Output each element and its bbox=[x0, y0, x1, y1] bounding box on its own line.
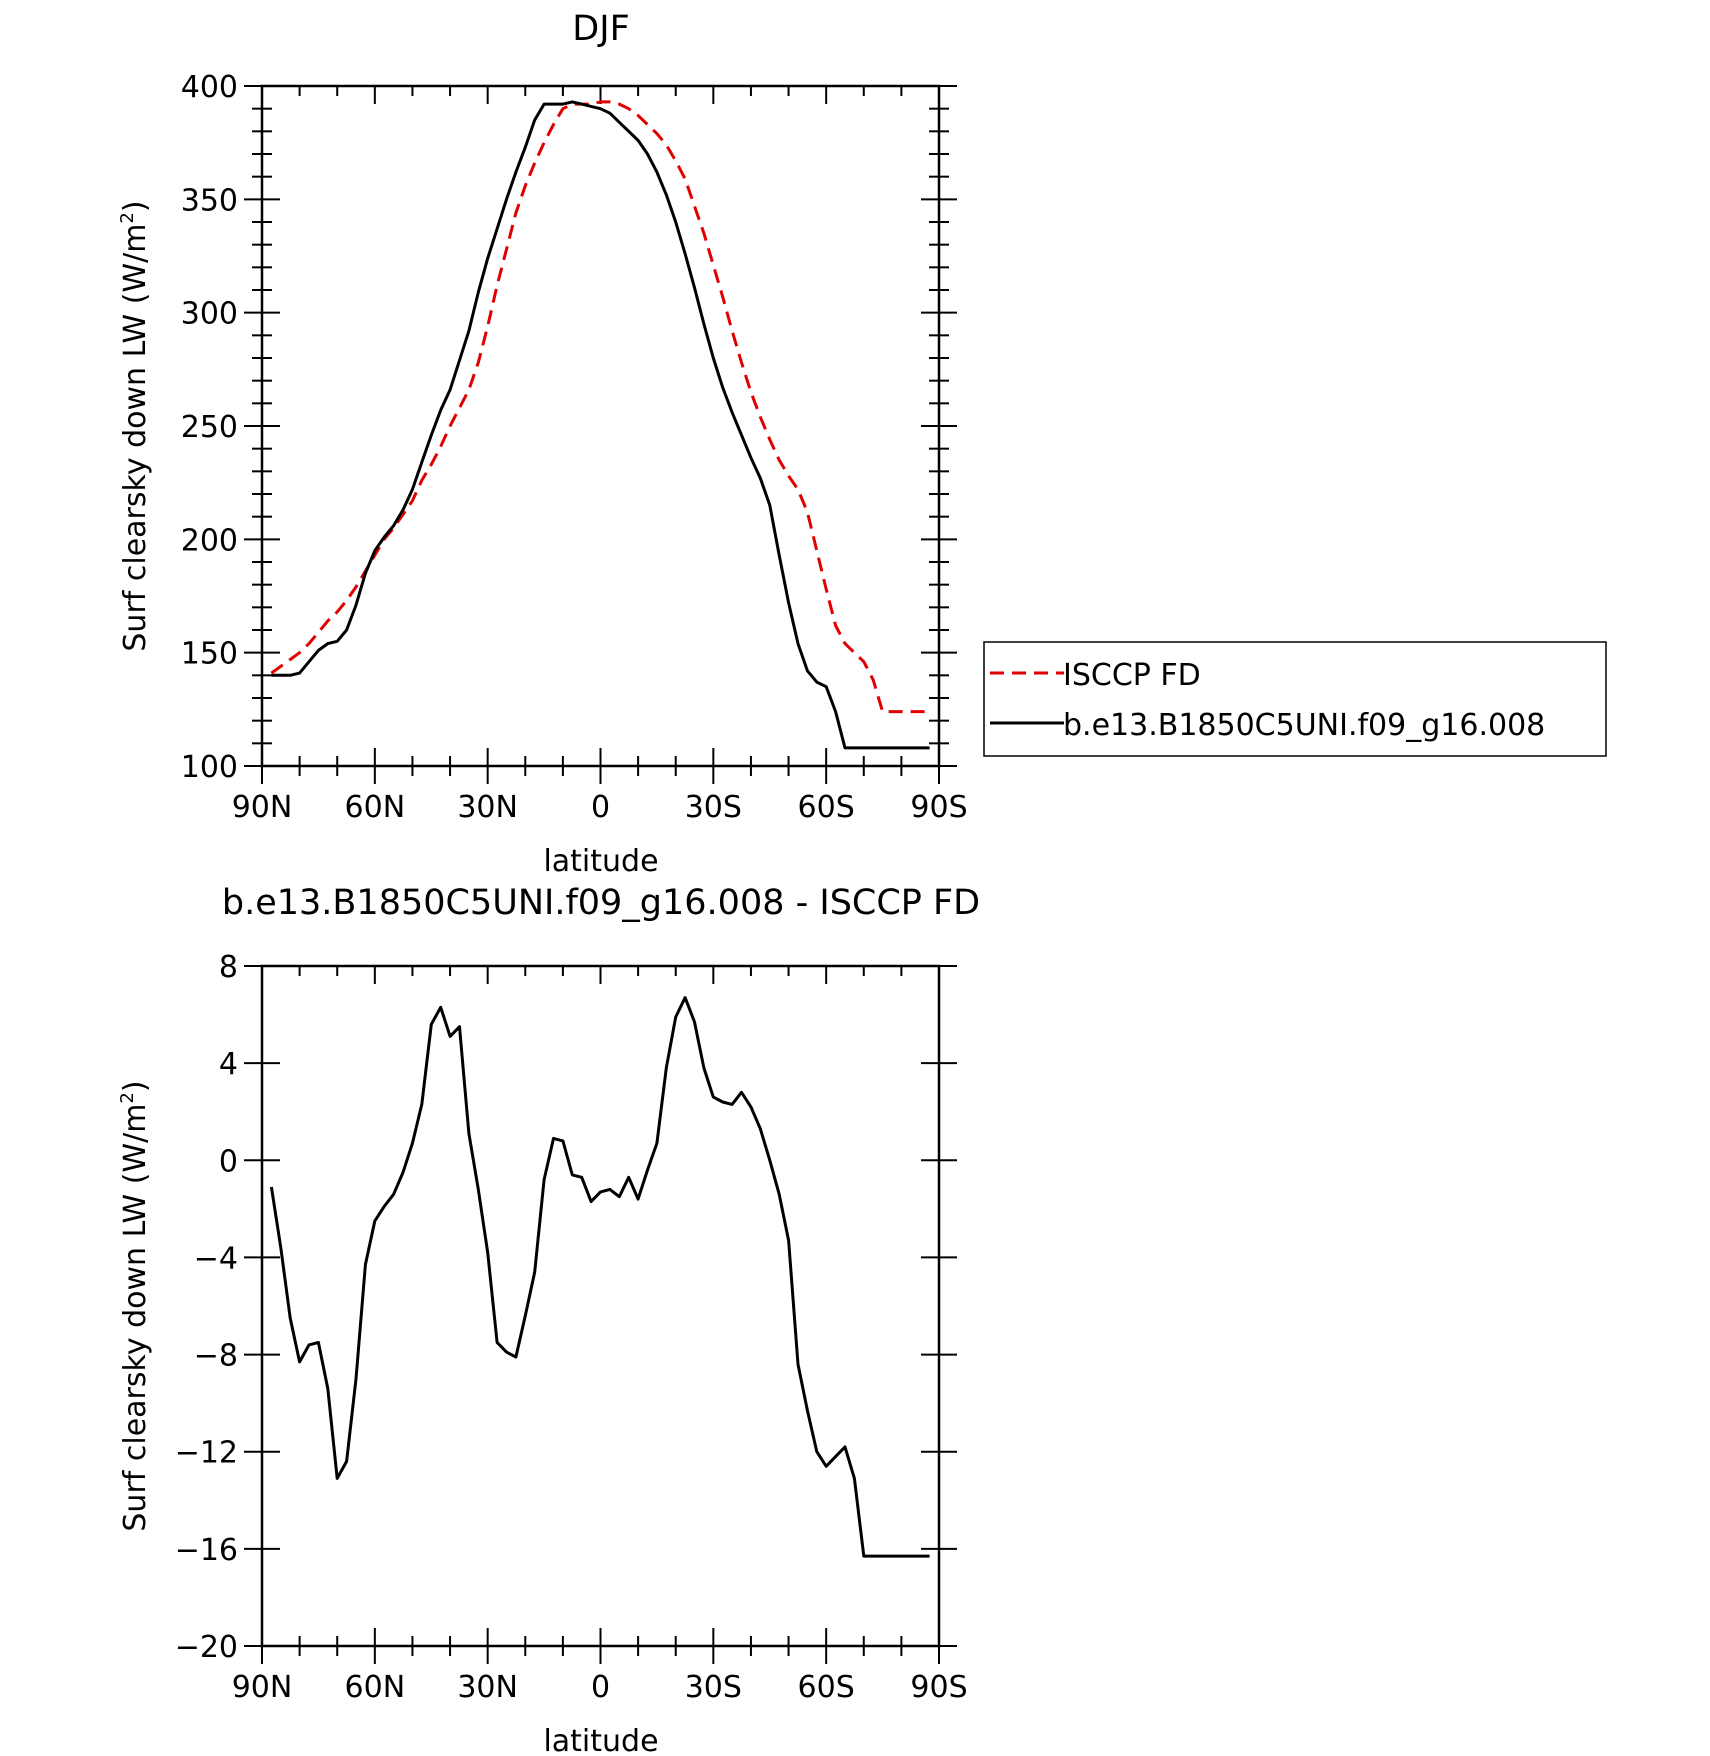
legend-label-isccp-fd: ISCCP FD bbox=[1063, 658, 1201, 693]
y-tick-label: 4 bbox=[219, 1047, 238, 1082]
series-line-0 bbox=[270, 100, 930, 714]
x-tick-label: 90S bbox=[910, 790, 967, 825]
series-line-0 bbox=[269, 996, 930, 1558]
y-tick-label: −4 bbox=[194, 1241, 238, 1276]
legend-label-model: b.e13.B1850C5UNI.f09_g16.008 bbox=[1063, 708, 1545, 743]
x-tick-label: 0 bbox=[591, 1670, 610, 1705]
plot-frame bbox=[260, 84, 941, 768]
y-axis-label-close: ) bbox=[118, 200, 153, 212]
y-tick-labels: 100 150 200 250 300 350 400 bbox=[181, 70, 238, 785]
x-tick-label: 90S bbox=[910, 1670, 967, 1705]
y-tick-label: 250 bbox=[181, 410, 238, 445]
y-axis-label: Surf clearsky down LW (W/m2) bbox=[117, 1080, 153, 1531]
y-axis-label: Surf clearsky down LW (W/m2) bbox=[117, 200, 153, 651]
x-tick-label: 30S bbox=[685, 1670, 742, 1705]
x-tick-labels: 90N 60N 30N 0 30S 60S 90S bbox=[232, 1670, 968, 1705]
legend-box bbox=[983, 641, 1607, 757]
y-axis-label-text: Surf clearsky down LW (W/m bbox=[118, 1104, 153, 1532]
x-tick-labels: 90N 60N 30N 0 30S 60S 90S bbox=[232, 790, 968, 825]
y-axis-label-superscript: 2 bbox=[117, 212, 138, 223]
y-tick-label: −16 bbox=[175, 1533, 238, 1568]
y-tick-label: 400 bbox=[181, 70, 238, 105]
x-axis-label: latitude bbox=[543, 844, 658, 879]
x-tick-label: 60S bbox=[798, 790, 855, 825]
x-tick-label: 60N bbox=[345, 1670, 406, 1705]
x-tick-label: 30S bbox=[685, 790, 742, 825]
y-tick-label: −20 bbox=[175, 1630, 238, 1665]
y-tick-label: 0 bbox=[219, 1144, 238, 1179]
y-tick-label: 300 bbox=[181, 297, 238, 332]
y-tick-label: 100 bbox=[181, 750, 238, 785]
x-tick-label: 0 bbox=[591, 790, 610, 825]
djf-panel: DJF 100 150 200 250 300 350 400 90N 60N 30N 0 30S 6… bbox=[117, 9, 1607, 879]
x-tick-label: 90N bbox=[232, 1670, 293, 1705]
axis-ticks bbox=[244, 965, 957, 1664]
y-tick-label: −8 bbox=[194, 1339, 238, 1374]
legend: ISCCP FD b.e13.B1850C5UNI.f09_g16.008 bbox=[983, 641, 1607, 757]
y-tick-label: −12 bbox=[175, 1436, 238, 1471]
y-tick-label: 200 bbox=[181, 523, 238, 558]
x-tick-label: 30N bbox=[457, 1670, 518, 1705]
y-tick-label: 8 bbox=[219, 950, 238, 985]
plot-frame bbox=[260, 964, 941, 1648]
y-axis-label-close: ) bbox=[118, 1080, 153, 1092]
y-tick-label: 150 bbox=[181, 637, 238, 672]
x-axis-label: latitude bbox=[543, 1724, 658, 1756]
y-axis-label-text: Surf clearsky down LW (W/m bbox=[118, 224, 153, 652]
series-line-1 bbox=[271, 100, 930, 750]
x-tick-label: 30N bbox=[457, 790, 518, 825]
y-tick-label: 350 bbox=[181, 183, 238, 218]
chart-title: b.e13.B1850C5UNI.f09_g16.008 - ISCCP FD bbox=[222, 883, 980, 923]
difference-panel: b.e13.B1850C5UNI.f09_g16.008 - ISCCP FD … bbox=[117, 883, 980, 1756]
x-tick-label: 60N bbox=[345, 790, 406, 825]
y-tick-labels: −20 −16 −12 −8 −4 0 4 8 bbox=[175, 950, 238, 1665]
x-tick-label: 90N bbox=[232, 790, 293, 825]
series-lines bbox=[269, 996, 930, 1558]
axis-ticks bbox=[244, 85, 957, 784]
x-tick-label: 60S bbox=[798, 1670, 855, 1705]
y-axis-label-superscript: 2 bbox=[117, 1092, 138, 1103]
series-lines bbox=[270, 100, 930, 750]
chart-title: DJF bbox=[572, 9, 629, 49]
